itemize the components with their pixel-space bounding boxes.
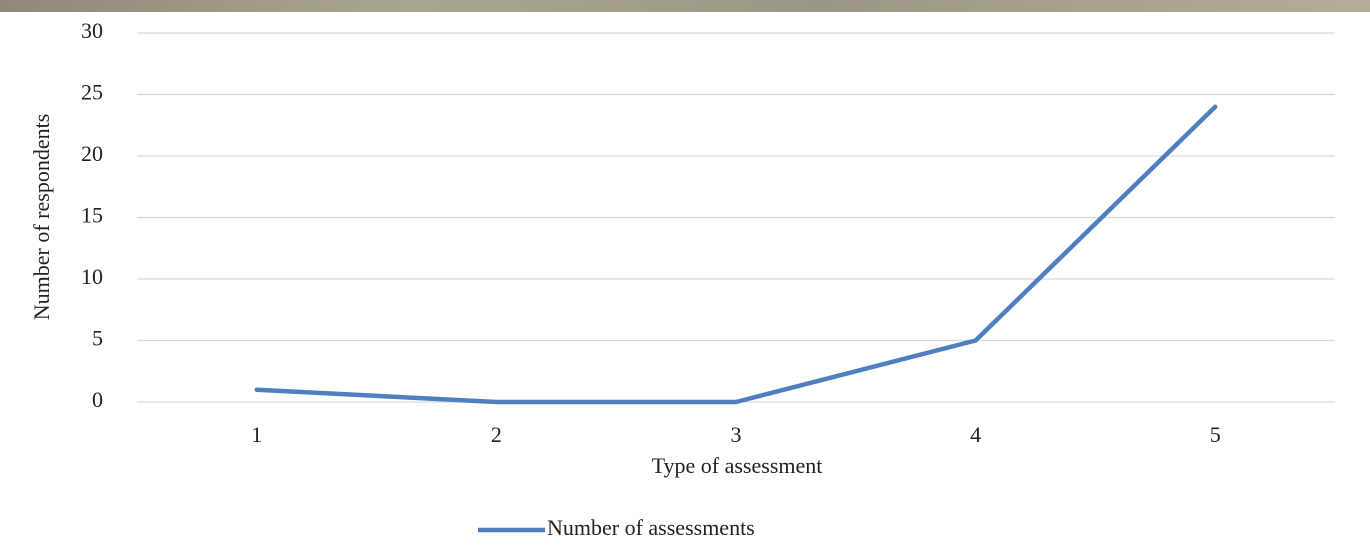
y-tick-label: 20 <box>81 141 103 166</box>
y-tick-label: 30 <box>81 18 103 43</box>
header-texture <box>0 0 1370 12</box>
legend-label: Number of assessments <box>547 515 755 540</box>
x-tick-label: 2 <box>491 422 502 447</box>
x-axis-title: Type of assessment <box>652 453 823 478</box>
x-tick-label: 5 <box>1210 422 1221 447</box>
y-tick-label: 15 <box>81 203 103 228</box>
x-tick-label: 3 <box>731 422 742 447</box>
y-axis-title: Number of respondents <box>29 114 54 321</box>
y-tick-label: 0 <box>92 387 103 412</box>
y-tick-label: 5 <box>92 326 103 351</box>
x-tick-label: 4 <box>970 422 981 447</box>
line-series <box>254 104 1218 405</box>
y-tick-label: 25 <box>81 80 103 105</box>
y-tick-label: 10 <box>81 264 103 289</box>
x-tick-label: 1 <box>251 422 262 447</box>
